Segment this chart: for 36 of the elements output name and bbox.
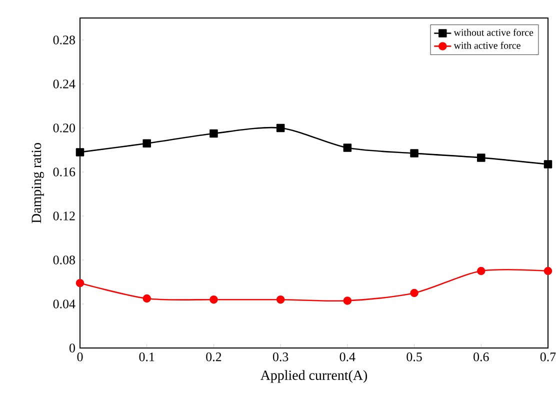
y-axis-title: Damping ratio	[32, 143, 44, 224]
point	[544, 266, 552, 276]
point	[276, 295, 285, 304]
point	[76, 148, 84, 156]
y-tick-label: 0.20	[53, 124, 75, 132]
y-tick-label: 0.28	[53, 36, 75, 44]
x-tick-label: 0.7	[540, 352, 556, 362]
y-tick-label: 0.12	[53, 212, 75, 220]
x-tick-label: 0	[77, 352, 83, 362]
y-tick-label: 0	[70, 344, 75, 352]
y-tick-label: 0.08	[53, 256, 75, 264]
point	[544, 160, 552, 168]
x-tick-label: 0.6	[474, 352, 489, 362]
y-tick-label: 0.16	[53, 168, 76, 176]
x-tick-label: 0.1	[139, 352, 154, 362]
point	[477, 154, 486, 162]
point	[142, 139, 151, 148]
x-tick-label: 0.5	[406, 352, 422, 362]
legend-label: without active force	[454, 28, 534, 36]
point	[410, 149, 418, 158]
point	[76, 278, 84, 288]
point	[343, 296, 352, 305]
point	[210, 129, 218, 138]
point	[210, 295, 218, 304]
y-tick-label: 0.04	[53, 300, 76, 308]
point	[410, 288, 418, 298]
point	[276, 124, 285, 132]
x-tick-label: 0.4	[340, 352, 356, 362]
x-tick-label: 0.3	[272, 352, 288, 362]
legend-label: with active force	[454, 42, 520, 49]
y-tick-label: 0.24	[53, 80, 76, 88]
x-tick-label: 0.2	[206, 352, 222, 362]
x-axis-title: Applied current(A)	[260, 370, 368, 383]
point	[343, 144, 352, 152]
point	[477, 266, 486, 276]
point	[142, 294, 151, 303]
